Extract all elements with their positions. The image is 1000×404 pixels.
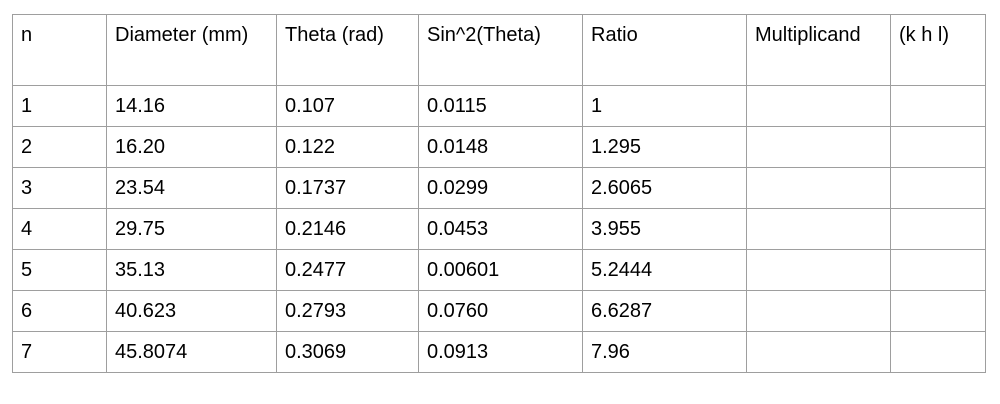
cell-theta: 0.2146	[276, 208, 419, 250]
cell-khl	[890, 290, 986, 332]
cell-ratio: 3.955	[582, 208, 747, 250]
cell-khl	[890, 85, 986, 127]
cell-diameter: 45.8074	[106, 331, 277, 373]
cell-diameter: 14.16	[106, 85, 277, 127]
cell-sin2-theta: 0.0913	[418, 331, 583, 373]
cell-khl	[890, 331, 986, 373]
cell-n: 7	[12, 331, 107, 373]
cell-n: 1	[12, 85, 107, 127]
cell-n: 6	[12, 290, 107, 332]
cell-khl	[890, 208, 986, 250]
header-ratio: Ratio	[582, 14, 747, 86]
cell-n: 3	[12, 167, 107, 209]
cell-theta: 0.2793	[276, 290, 419, 332]
cell-khl	[890, 126, 986, 168]
cell-multiplicand	[746, 208, 891, 250]
cell-sin2-theta: 0.0115	[418, 85, 583, 127]
header-theta: Theta (rad)	[276, 14, 419, 86]
cell-multiplicand	[746, 249, 891, 291]
cell-multiplicand	[746, 290, 891, 332]
cell-n: 5	[12, 249, 107, 291]
cell-sin2-theta: 0.00601	[418, 249, 583, 291]
cell-ratio: 1	[582, 85, 747, 127]
table-row: 6 40.623 0.2793 0.0760 6.6287	[12, 290, 986, 332]
cell-sin2-theta: 0.0299	[418, 167, 583, 209]
cell-theta: 0.1737	[276, 167, 419, 209]
header-multiplicand: Multiplicand	[746, 14, 891, 86]
cell-khl	[890, 249, 986, 291]
cell-sin2-theta: 0.0760	[418, 290, 583, 332]
cell-khl	[890, 167, 986, 209]
cell-sin2-theta: 0.0453	[418, 208, 583, 250]
table-row: 3 23.54 0.1737 0.0299 2.6065	[12, 167, 986, 209]
cell-diameter: 40.623	[106, 290, 277, 332]
table-row: 7 45.8074 0.3069 0.0913 7.96	[12, 331, 986, 373]
header-n: n	[12, 14, 107, 86]
header-row: n Diameter (mm) Theta (rad) Sin^2(Theta)…	[12, 14, 986, 86]
table-row: 5 35.13 0.2477 0.00601 5.2444	[12, 249, 986, 291]
cell-theta: 0.107	[276, 85, 419, 127]
cell-diameter: 16.20	[106, 126, 277, 168]
cell-ratio: 6.6287	[582, 290, 747, 332]
cell-ratio: 2.6065	[582, 167, 747, 209]
cell-multiplicand	[746, 167, 891, 209]
cell-ratio: 7.96	[582, 331, 747, 373]
cell-diameter: 35.13	[106, 249, 277, 291]
cell-multiplicand	[746, 331, 891, 373]
cell-sin2-theta: 0.0148	[418, 126, 583, 168]
table-row: 2 16.20 0.122 0.0148 1.295	[12, 126, 986, 168]
cell-ratio: 5.2444	[582, 249, 747, 291]
cell-n: 2	[12, 126, 107, 168]
header-khl: (k h l)	[890, 14, 986, 86]
header-sin2-theta: Sin^2(Theta)	[418, 14, 583, 86]
data-table: n Diameter (mm) Theta (rad) Sin^2(Theta)…	[12, 14, 986, 373]
cell-n: 4	[12, 208, 107, 250]
cell-theta: 0.3069	[276, 331, 419, 373]
header-diameter: Diameter (mm)	[106, 14, 277, 86]
cell-multiplicand	[746, 85, 891, 127]
cell-diameter: 29.75	[106, 208, 277, 250]
table-row: 1 14.16 0.107 0.0115 1	[12, 85, 986, 127]
cell-diameter: 23.54	[106, 167, 277, 209]
cell-ratio: 1.295	[582, 126, 747, 168]
cell-multiplicand	[746, 126, 891, 168]
cell-theta: 0.122	[276, 126, 419, 168]
table-row: 4 29.75 0.2146 0.0453 3.955	[12, 208, 986, 250]
cell-theta: 0.2477	[276, 249, 419, 291]
